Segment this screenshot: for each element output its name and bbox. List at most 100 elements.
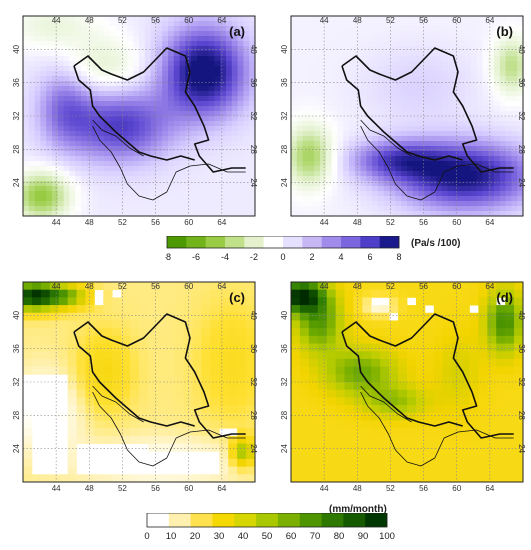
field-cell: [302, 191, 309, 197]
field-cell: [40, 36, 47, 42]
field-cell: [57, 101, 64, 107]
field-cell: [302, 156, 309, 162]
lon-tick-label-top: 60: [184, 282, 193, 291]
field-cell: [214, 46, 221, 52]
field-cell: [85, 405, 95, 414]
field-cell: [40, 151, 47, 157]
field-cell: [366, 121, 373, 127]
field-cell: [482, 31, 489, 37]
lon-tick-label-top: 52: [386, 282, 395, 291]
field-cell: [362, 351, 372, 360]
field-cell: [482, 46, 489, 52]
field-cell: [231, 41, 238, 47]
field-cell: [103, 297, 113, 306]
field-cell: [460, 297, 470, 306]
field-cell: [296, 191, 303, 197]
field-cell: [86, 71, 93, 77]
field-cell: [214, 151, 221, 157]
field-cell: [81, 136, 88, 142]
field-cell: [115, 161, 122, 167]
field-cell: [499, 106, 506, 112]
field-cell: [494, 196, 501, 202]
field-cell: [130, 405, 140, 414]
field-cell: [86, 81, 93, 87]
field-cell: [378, 116, 385, 122]
field-cell: [139, 56, 146, 62]
field-cell: [139, 405, 149, 414]
field-cell: [76, 320, 86, 329]
field-cell: [28, 151, 35, 157]
field-cell: [104, 106, 111, 112]
field-cell: [395, 16, 402, 22]
field-cell: [514, 289, 524, 298]
field-cell: [81, 146, 88, 152]
field-cell: [482, 51, 489, 57]
field-cell: [139, 96, 146, 102]
field-cell: [505, 451, 515, 460]
colorbar-swatch: [343, 513, 366, 527]
field-cell: [424, 46, 431, 52]
field-cell: [478, 435, 488, 444]
field-cell: [308, 166, 315, 172]
field-cell: [331, 131, 338, 137]
field-cell: [505, 151, 512, 157]
lon-tick-label-bottom: 56: [419, 218, 428, 227]
field-cell: [511, 16, 518, 22]
field-cell: [442, 412, 453, 421]
field-cell: [197, 76, 204, 82]
field-cell: [308, 289, 319, 298]
field-cell: [110, 111, 117, 117]
field-cell: [424, 101, 431, 107]
field-cell: [344, 366, 354, 375]
field-cell: [389, 116, 396, 122]
field-cell: [291, 458, 301, 468]
field-cell: [308, 36, 315, 42]
field-cell: [314, 151, 321, 157]
field-cell: [424, 201, 431, 207]
field-cell: [447, 206, 454, 212]
field-cell: [470, 136, 477, 142]
field-cell: [147, 435, 158, 444]
field-cell: [46, 146, 53, 152]
field-cell: [494, 56, 501, 62]
field-layer: [291, 282, 524, 483]
field-cell: [308, 26, 315, 32]
field-cell: [291, 76, 298, 82]
field-cell: [40, 282, 51, 291]
field-cell: [104, 26, 111, 32]
field-cell: [360, 116, 367, 122]
field-cell: [343, 151, 350, 157]
field-cell: [197, 181, 204, 187]
field-cell: [314, 61, 321, 67]
field-cell: [220, 56, 227, 62]
field-cell: [407, 51, 414, 57]
field-cell: [165, 320, 176, 329]
field-cell: [121, 374, 131, 383]
field-cell: [69, 181, 76, 187]
field-cell: [302, 211, 309, 217]
field-cell: [139, 201, 146, 207]
field-cell: [208, 181, 215, 187]
field-cell: [424, 474, 435, 483]
field-cell: [173, 71, 180, 77]
field-cell: [165, 443, 176, 452]
field-cell: [156, 126, 163, 132]
field-cell: [499, 101, 506, 107]
field-cell: [168, 71, 175, 77]
field-cell: [210, 335, 220, 344]
field-cell: [511, 71, 518, 77]
field-cell: [325, 81, 332, 87]
colorbar-tick-label: 30: [214, 531, 225, 542]
field-cell: [469, 397, 479, 406]
field-cell: [81, 101, 88, 107]
field-cell: [407, 166, 414, 172]
field-cell: [57, 136, 64, 142]
field-cell: [144, 151, 151, 157]
field-cell: [331, 116, 338, 122]
field-cell: [58, 320, 69, 329]
field-cell: [418, 86, 425, 92]
field-cell: [447, 161, 454, 167]
field-cell: [249, 186, 256, 192]
field-cell: [418, 146, 425, 152]
field-cell: [237, 211, 244, 217]
